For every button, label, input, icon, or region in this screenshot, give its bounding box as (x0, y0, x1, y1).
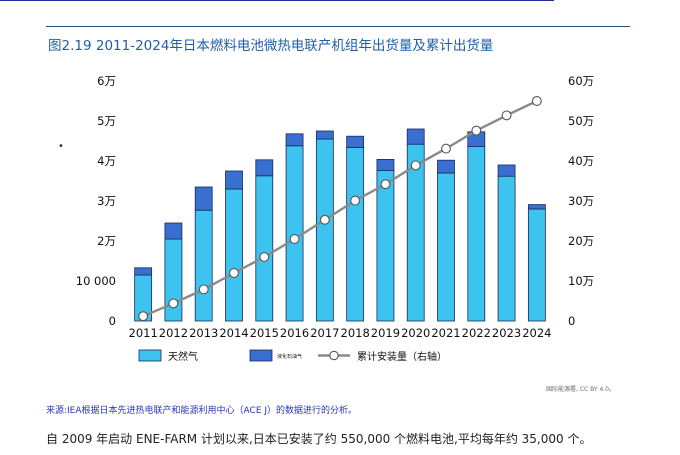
bar-lpg-2023 (497, 164, 516, 177)
bar-lpg-2019 (376, 158, 395, 171)
cumulative-point-2016 (289, 234, 300, 244)
x-tick-label: 2018 (341, 326, 370, 340)
left-tick-label: 10 000 (76, 274, 116, 288)
cumulative-point-2023 (501, 110, 512, 121)
bottom-rule (0, 0, 554, 1)
bar-natural-gas-2018 (346, 146, 365, 322)
x-tick-label: 2022 (462, 326, 491, 340)
right-tick-label: 60万 (568, 74, 594, 88)
x-tick-label: 2017 (310, 326, 339, 340)
bar-lpg-2012 (164, 222, 183, 240)
left-tick-label: 3万 (97, 194, 116, 208)
bar-natural-gas-2019 (376, 170, 395, 322)
left-tick-label: 5万 (97, 114, 116, 128)
cumulative-point-2020 (410, 160, 421, 171)
cumulative-point-2014 (229, 268, 239, 278)
bar-lpg-2015 (255, 159, 274, 177)
bar-natural-gas-2024 (527, 208, 546, 322)
footnote: 自 2009 年启动 ENE-FARM 计划以来,日本已安装了约 550,000… (46, 432, 592, 446)
x-tick-label: 2015 (250, 326, 279, 340)
x-tick-label: 2014 (219, 326, 248, 340)
bar-lpg-2017 (315, 130, 334, 140)
cumulative-point-2019 (380, 179, 391, 190)
bar-lpg-2018 (346, 135, 365, 148)
bar-lpg-2013 (194, 186, 213, 211)
source-org-link[interactable]: 日本先进热电联产和能源利用中心（ACE J） (99, 406, 277, 416)
left-tick-label: 2万 (97, 234, 116, 248)
bar-lpg-2024 (527, 204, 546, 210)
bar-lpg-2021 (437, 159, 455, 174)
bar-natural-gas-2016 (285, 145, 304, 322)
credit-note: 国际能源署, CC BY 4.0。 (546, 386, 616, 393)
bar-natural-gas-2017 (315, 138, 334, 322)
right-axis-ticks: 0 10万 20万 30万 40万 50万 60万 (568, 74, 594, 328)
right-tick-label: 30万 (568, 194, 594, 208)
cumulative-point-2022 (471, 125, 482, 136)
left-tick-label: 0 (109, 314, 116, 328)
right-tick-label: 0 (568, 314, 575, 328)
cumulative-point-2018 (350, 195, 361, 206)
x-tick-label: 2013 (189, 326, 218, 340)
x-tick-label: 2019 (371, 326, 400, 340)
x-tick-label: 2020 (401, 326, 430, 340)
bullet-mark: • (58, 141, 64, 152)
cumulative-line-group (138, 96, 542, 322)
bar-natural-gas-2023 (497, 175, 516, 322)
bar-natural-gas-2012 (164, 238, 183, 322)
bar-natural-gas-2022 (467, 146, 486, 322)
cumulative-point-2013 (198, 284, 209, 295)
bar-lpg-2020 (406, 128, 425, 145)
legend-swatch-lpg (249, 349, 273, 362)
legend-marker-cumulative (329, 350, 339, 361)
bar-natural-gas-2020 (406, 143, 425, 322)
x-tick-label: 2021 (431, 326, 460, 340)
cumulative-line (142, 99, 538, 318)
left-tick-label: 4万 (97, 154, 116, 168)
right-tick-label: 40万 (568, 154, 594, 168)
top-rule (46, 26, 630, 27)
x-tick-label: 2024 (522, 326, 551, 340)
left-axis-ticks: 0 10 000 2万 3万 4万 5万 6万 (76, 74, 116, 328)
source-suffix: 的数据进行的分析。 (276, 406, 358, 416)
bar-natural-gas-2014 (225, 188, 243, 322)
x-axis-ticks: 2011 2012 2013 2014 2015 2016 2017 2018 2019 2020… (129, 326, 552, 340)
figure-title: 图2.19 2011-2024年日本燃料电池微热电联产机组年出货量及累计出货量 (48, 38, 494, 54)
right-tick-label: 20万 (568, 234, 594, 248)
bar-natural-gas-2013 (194, 209, 213, 322)
cumulative-point-2015 (259, 252, 270, 262)
source-note: 来源:IEA根据日本先进热电联产和能源利用中心（ACE J）的数据进行的分析。 (46, 403, 357, 416)
cumulative-point-2017 (319, 214, 330, 225)
right-tick-label: 50万 (568, 114, 594, 128)
source-prefix: 来源:IEA根据 (46, 406, 100, 416)
x-tick-label: 2016 (280, 326, 309, 340)
legend-label-lpg: 液化石油气 (277, 353, 302, 360)
legend-label-cumulative: 累计安装量（右轴） (357, 350, 447, 363)
cumulative-point-2011 (138, 311, 149, 322)
legend: 天然气 液化石油气 累计安装量（右轴） (138, 349, 447, 363)
bar-lpg-2014 (225, 170, 243, 190)
bars-group (134, 128, 546, 322)
bar-natural-gas-2015 (255, 175, 274, 322)
bar-lpg-2011 (134, 267, 153, 276)
right-tick-label: 10万 (568, 274, 594, 288)
x-tick-label: 2012 (159, 326, 188, 340)
bar-lpg-2016 (285, 133, 304, 147)
x-tick-label: 2011 (129, 326, 158, 340)
left-tick-label: 6万 (97, 74, 116, 88)
cumulative-point-2021 (441, 143, 451, 154)
legend-swatch-natural-gas (138, 349, 162, 362)
cumulative-point-2024 (531, 96, 542, 106)
x-tick-label: 2023 (492, 326, 521, 340)
cumulative-point-2012 (168, 298, 179, 309)
legend-label-natural-gas: 天然气 (168, 350, 198, 363)
bar-natural-gas-2021 (437, 172, 455, 322)
